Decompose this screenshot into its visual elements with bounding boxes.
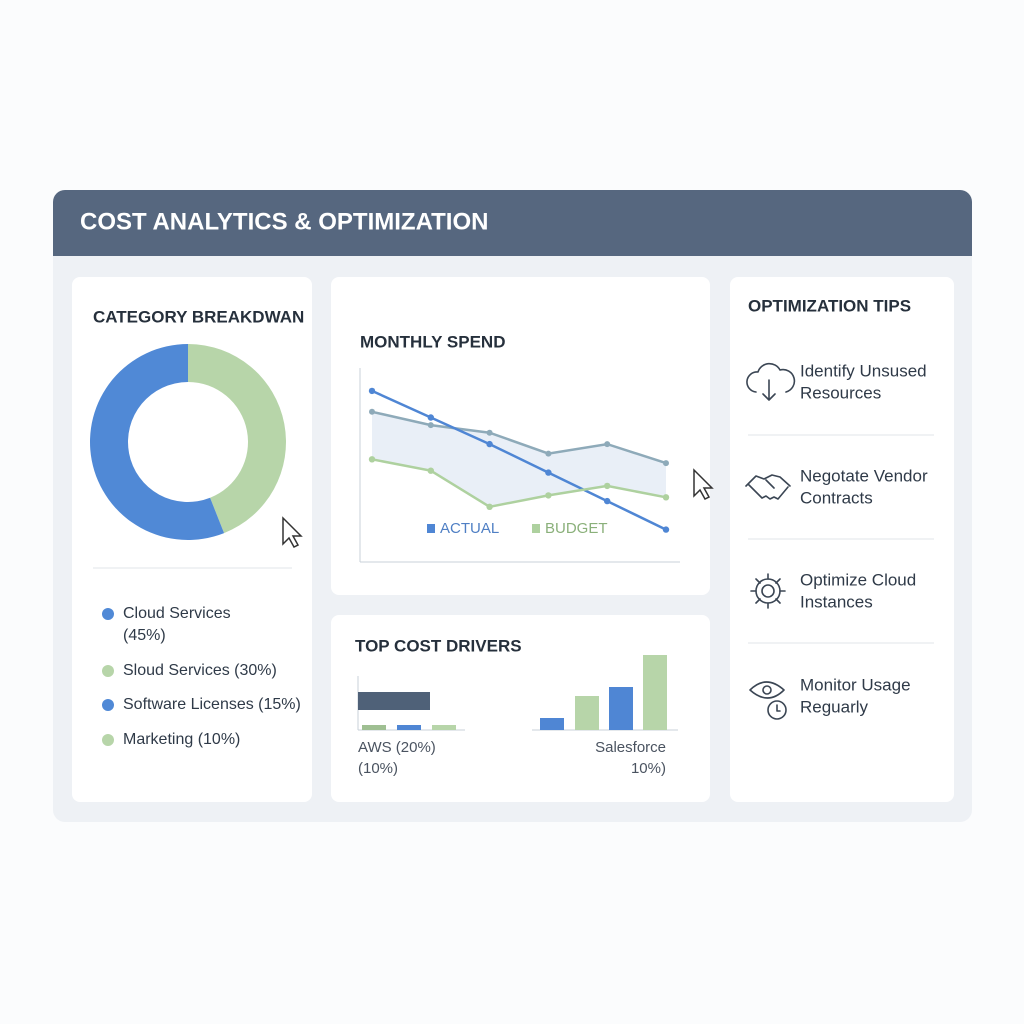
donut-segment	[188, 344, 287, 534]
bar-label: AWS (20%)	[358, 739, 436, 756]
legend-label: ACTUAL	[440, 520, 499, 537]
band-line	[371, 410, 667, 465]
point	[369, 408, 375, 415]
card-title: MONTHLY SPEND	[360, 332, 505, 351]
point	[427, 422, 434, 429]
point	[427, 467, 434, 474]
tip-label: Monitor Usage	[800, 675, 911, 694]
card-title: OPTIMIZATION TIPS	[748, 296, 911, 315]
point	[368, 387, 376, 395]
tip-label: Negotate Vendor	[800, 466, 928, 485]
mini-bar	[432, 725, 456, 730]
point	[662, 494, 670, 501]
tip-label: Identify Unsused	[800, 361, 927, 380]
point	[545, 492, 552, 499]
point	[486, 503, 493, 510]
bar-label: Salesforce	[595, 739, 666, 756]
eye-icon	[749, 681, 787, 720]
mini-bar	[358, 692, 430, 710]
point	[486, 429, 493, 436]
legend-swatch	[532, 524, 540, 533]
cloud-icon	[746, 362, 796, 401]
legend-label: Marketing (10%)	[123, 731, 240, 748]
point	[604, 497, 611, 505]
card	[331, 277, 710, 595]
tip-label: Optimize Cloud	[800, 570, 916, 589]
legend-dot	[102, 608, 114, 620]
mini-bar	[397, 725, 421, 730]
donut-segment	[90, 344, 225, 540]
mini-chart	[357, 676, 465, 731]
point	[604, 441, 611, 448]
point	[545, 450, 552, 457]
tip-label: Instances	[800, 592, 873, 611]
bar	[575, 696, 599, 730]
bar	[540, 718, 564, 730]
legend-swatch	[427, 524, 435, 533]
point	[545, 469, 552, 476]
cursor	[693, 468, 714, 500]
tip-label: Reguarly	[800, 697, 869, 716]
point	[368, 456, 376, 463]
legend-label: BUDGET	[545, 520, 608, 537]
point	[604, 482, 611, 490]
legend-label: (45%)	[123, 627, 166, 644]
cursor	[282, 516, 303, 548]
mini-bar	[362, 725, 386, 730]
legend-dot	[102, 734, 114, 746]
legend-dot	[102, 665, 114, 677]
legend-dot	[102, 699, 114, 711]
point	[486, 440, 493, 448]
bar-label: 10%)	[631, 760, 666, 777]
gear-icon	[750, 573, 786, 609]
bar-label: (10%)	[358, 760, 398, 777]
legend-label: Software Licenses (15%)	[123, 696, 301, 713]
card	[331, 615, 710, 802]
card-title: TOP COST DRIVERS	[355, 636, 522, 655]
point	[427, 414, 434, 421]
point	[663, 460, 669, 467]
point	[662, 526, 670, 533]
tip-label: Resources	[800, 383, 881, 402]
bar	[643, 655, 667, 730]
card-title: CATEGORY BREAKDWAN	[93, 307, 304, 326]
handshake-icon	[745, 474, 791, 500]
legend-label: Cloud Services	[123, 605, 231, 622]
series-line	[371, 458, 667, 509]
header-title: COST ANALYTICS & OPTIMIZATION	[80, 208, 488, 235]
panel-header	[53, 190, 972, 256]
legend-label: Sloud Services (30%)	[123, 662, 277, 679]
bar	[609, 687, 633, 730]
tip-label: Contracts	[800, 488, 873, 507]
series-line	[371, 389, 667, 531]
